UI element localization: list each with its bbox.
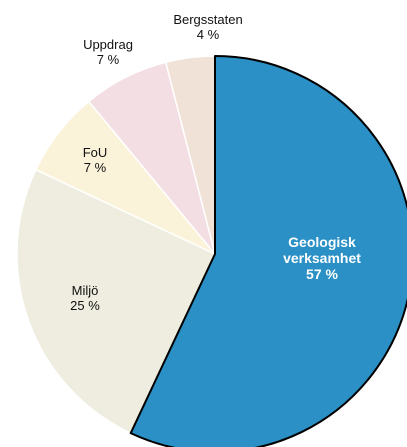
value-label: 7 % [83, 160, 107, 175]
value-label: 7 % [96, 52, 120, 67]
value-label: 57 % [306, 266, 338, 282]
value-label: 25 % [70, 298, 100, 313]
slice-label: Geologisk verksamhet 57 % [267, 234, 377, 282]
category-name: Geologisk verksamhet [283, 234, 361, 266]
pie-slice [129, 55, 407, 447]
slice-label: Uppdrag 7 % [83, 37, 133, 67]
category-name: Miljö [71, 283, 99, 298]
category-name: Bergsstaten [173, 12, 243, 27]
slice-label: FoU 7 % [83, 145, 108, 175]
category-name: Uppdrag [83, 37, 133, 52]
category-name: FoU [82, 145, 108, 160]
pie-slice [16, 168, 216, 434]
value-label: 4 % [196, 27, 220, 42]
slice-label: Miljö 25 % [70, 283, 100, 313]
slice-label: Bergsstaten 4 % [173, 12, 242, 42]
